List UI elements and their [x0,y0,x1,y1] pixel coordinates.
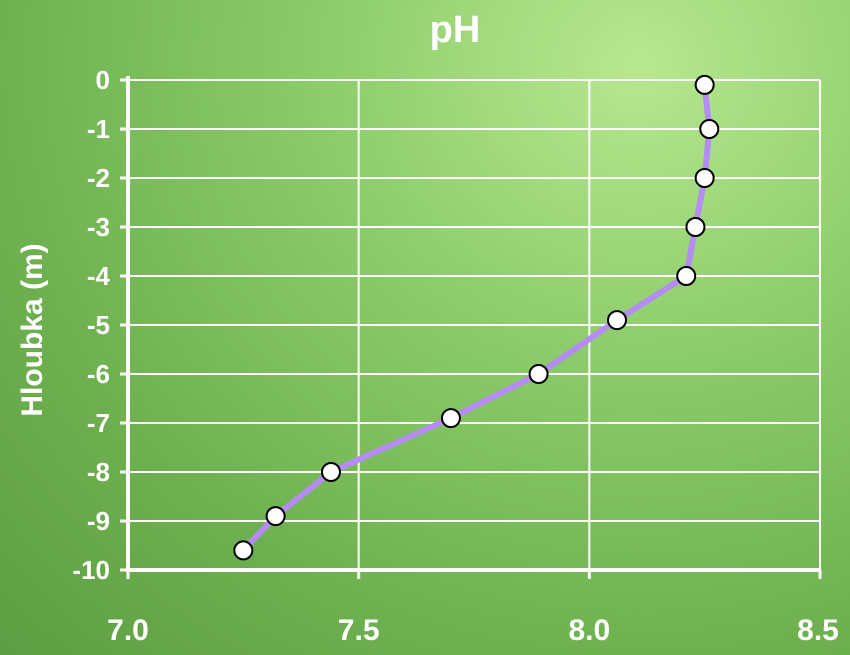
page: pH Hloubka (m) 0 -1 -2 -3 -4 -5 -6 -7 -8 -9 -10 7.0… [0,0,850,655]
y-axis-label: Hloubka (m) [16,243,49,416]
x-tick-label: 7.5 [338,614,380,647]
y-tick-label: -6 [87,359,110,389]
chart-title: pH [430,9,481,51]
data-point [700,120,718,138]
y-tick-label: -7 [87,408,110,438]
y-tick-label: -1 [87,114,110,144]
y-tick-label: -4 [87,261,111,291]
data-point [322,463,340,481]
data-point [608,311,626,329]
x-tick-label: 7.0 [107,614,149,647]
data-point [234,541,252,559]
data-point [530,365,548,383]
data-point [442,409,460,427]
y-tick-label: -5 [87,310,110,340]
data-point [267,507,285,525]
data-point [696,169,714,187]
y-tick-label: -8 [87,457,110,487]
data-point [686,218,704,236]
x-tick-label: 8.0 [568,614,610,647]
y-tick-label: -3 [87,212,110,242]
data-point [696,76,714,94]
data-point [677,267,695,285]
y-tick-label: -2 [87,163,110,193]
chart: pH Hloubka (m) 0 -1 -2 -3 -4 -5 -6 -7 -8 -9 -10 7.0… [0,0,850,655]
y-tick-label: -10 [72,555,110,585]
data-line [243,85,709,551]
y-tick-label: -9 [87,506,110,536]
x-tick-label: 8.5 [797,614,839,647]
y-tick-label: 0 [96,65,110,95]
